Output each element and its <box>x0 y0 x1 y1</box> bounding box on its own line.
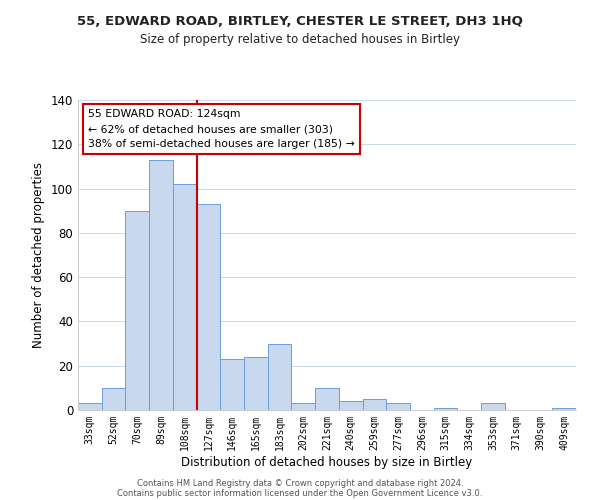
Text: Contains public sector information licensed under the Open Government Licence v3: Contains public sector information licen… <box>118 488 482 498</box>
Bar <box>339 401 362 410</box>
Bar <box>362 399 386 410</box>
Bar <box>552 408 576 410</box>
Text: 55, EDWARD ROAD, BIRTLEY, CHESTER LE STREET, DH3 1HQ: 55, EDWARD ROAD, BIRTLEY, CHESTER LE STR… <box>77 15 523 28</box>
Text: Contains HM Land Registry data © Crown copyright and database right 2024.: Contains HM Land Registry data © Crown c… <box>137 478 463 488</box>
X-axis label: Distribution of detached houses by size in Birtley: Distribution of detached houses by size … <box>181 456 473 468</box>
Bar <box>173 184 197 410</box>
Bar <box>292 404 315 410</box>
Bar <box>481 404 505 410</box>
Text: Size of property relative to detached houses in Birtley: Size of property relative to detached ho… <box>140 32 460 46</box>
Bar <box>197 204 220 410</box>
Bar <box>149 160 173 410</box>
Bar <box>220 359 244 410</box>
Bar <box>434 408 457 410</box>
Bar <box>244 357 268 410</box>
Bar <box>102 388 125 410</box>
Bar <box>315 388 339 410</box>
Bar <box>125 210 149 410</box>
Bar <box>268 344 292 410</box>
Bar <box>386 404 410 410</box>
Bar <box>78 404 102 410</box>
Text: 55 EDWARD ROAD: 124sqm
← 62% of detached houses are smaller (303)
38% of semi-de: 55 EDWARD ROAD: 124sqm ← 62% of detached… <box>88 110 355 149</box>
Y-axis label: Number of detached properties: Number of detached properties <box>32 162 45 348</box>
